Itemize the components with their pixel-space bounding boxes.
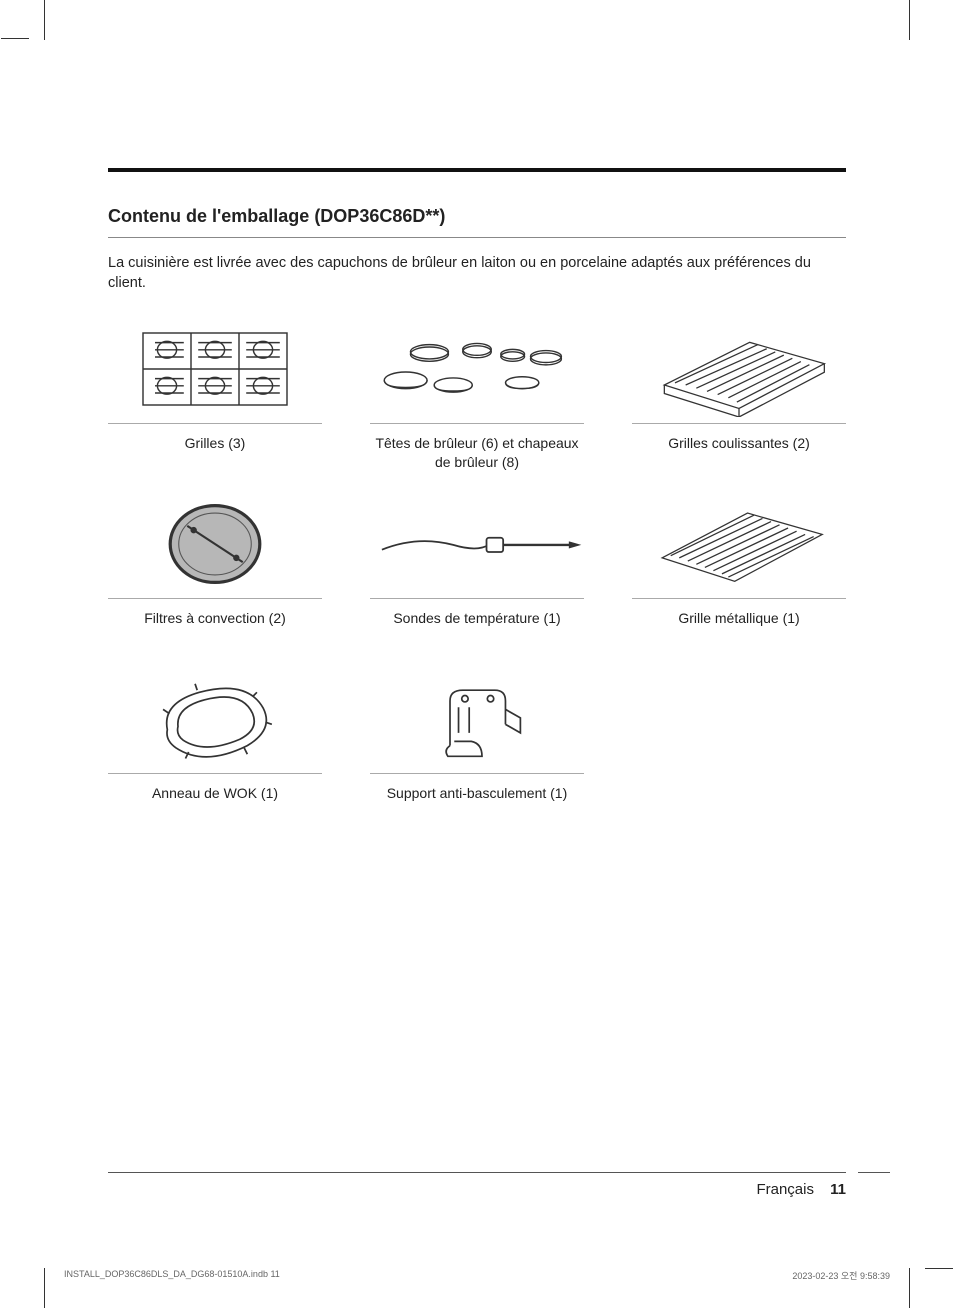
wire-rack-icon bbox=[632, 496, 846, 592]
top-rule bbox=[108, 168, 846, 172]
page-footer: Français 11 bbox=[108, 1172, 846, 1198]
footer-page-number: 11 bbox=[830, 1181, 846, 1198]
item-caption: Grille métallique (1) bbox=[632, 609, 846, 647]
item-caption: Anneau de WOK (1) bbox=[108, 784, 322, 822]
item-temp-probes: Sondes de température (1) bbox=[370, 496, 584, 647]
footer-language: Français bbox=[756, 1181, 814, 1198]
item-caption: Têtes de brûleur (6) et chapeaux de brûl… bbox=[370, 434, 584, 472]
anti-tip-icon bbox=[370, 671, 584, 767]
item-caption: Filtres à convection (2) bbox=[108, 609, 322, 647]
grilles-icon bbox=[108, 321, 322, 417]
sliding-racks-icon bbox=[632, 321, 846, 417]
items-grid: Grilles (3) Têtes de brûle bbox=[108, 321, 846, 822]
temp-probe-icon bbox=[370, 496, 584, 592]
item-anti-tip: Support anti-basculement (1) bbox=[370, 671, 584, 822]
item-wok-ring: Anneau de WOK (1) bbox=[108, 671, 322, 822]
wok-ring-icon bbox=[108, 671, 322, 767]
item-caption: Grilles coulissantes (2) bbox=[632, 434, 846, 472]
print-timestamp: 2023-02-23 오전 9:58:39 bbox=[792, 1269, 890, 1282]
page-content: Contenu de l'emballage (DOP36C86D**) La … bbox=[108, 168, 846, 1228]
item-wire-rack: Grille métallique (1) bbox=[632, 496, 846, 647]
print-filename: INSTALL_DOP36C86DLS_DA_DG68-01510A.indb … bbox=[64, 1269, 280, 1282]
intro-text: La cuisinière est livrée avec des capuch… bbox=[108, 254, 846, 293]
item-caption: Support anti-basculement (1) bbox=[370, 784, 584, 822]
convection-filter-icon bbox=[108, 496, 322, 592]
item-caption: Grilles (3) bbox=[108, 434, 322, 472]
print-meta: INSTALL_DOP36C86DLS_DA_DG68-01510A.indb … bbox=[64, 1269, 890, 1282]
item-grilles: Grilles (3) bbox=[108, 321, 322, 472]
item-burner-heads: Têtes de brûleur (6) et chapeaux de brûl… bbox=[370, 321, 584, 472]
item-sliding-racks: Grilles coulissantes (2) bbox=[632, 321, 846, 472]
section-title: Contenu de l'emballage (DOP36C86D**) bbox=[108, 206, 846, 238]
item-caption: Sondes de température (1) bbox=[370, 609, 584, 647]
burner-heads-icon bbox=[370, 321, 584, 417]
item-convection-filters: Filtres à convection (2) bbox=[108, 496, 322, 647]
